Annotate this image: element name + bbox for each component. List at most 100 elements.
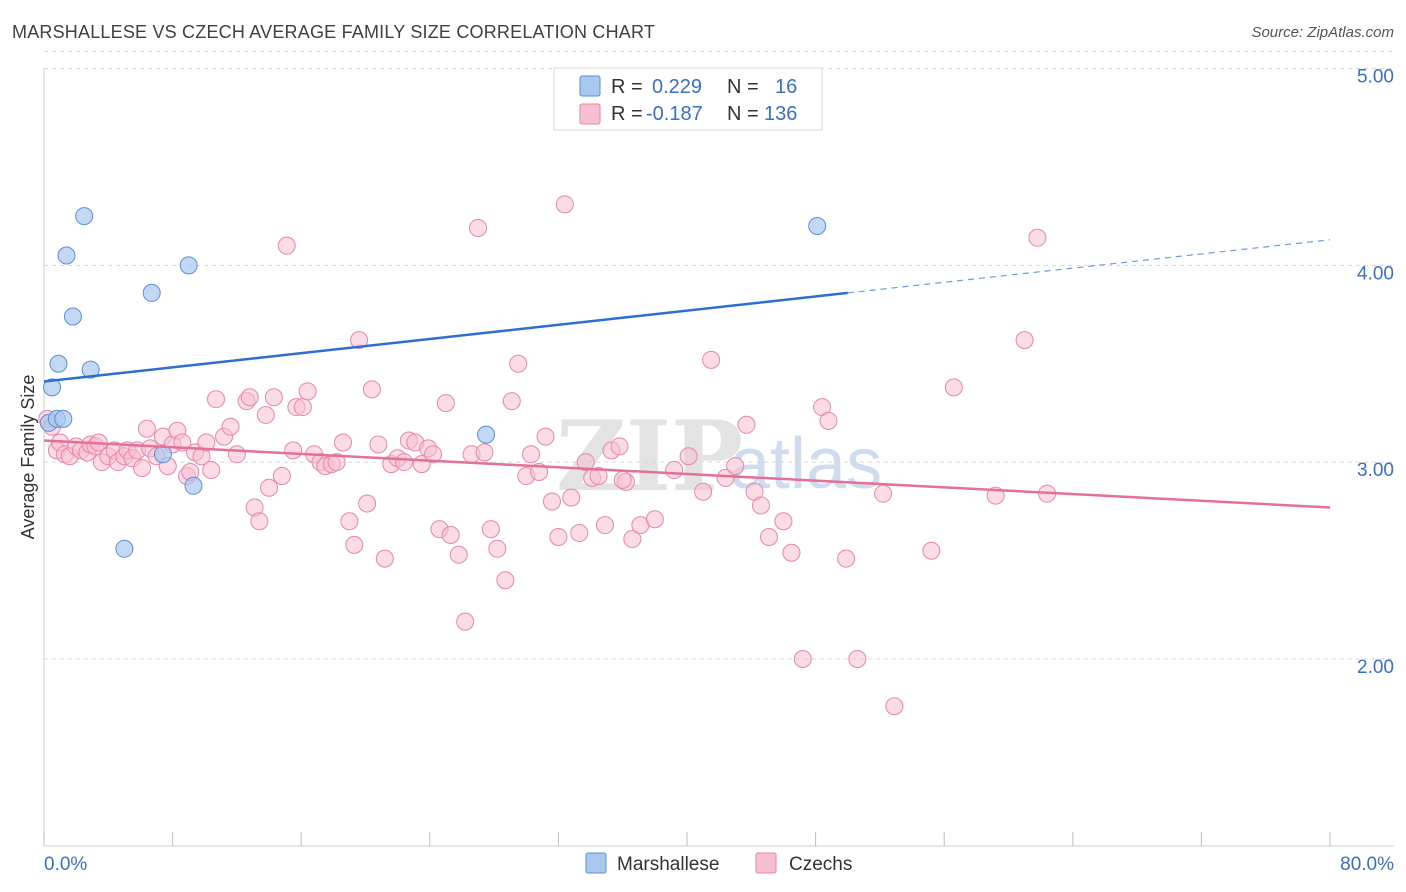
marshallese-trend-line (43, 291, 848, 383)
czech-point (509, 354, 528, 373)
trend-lines (43, 239, 1331, 509)
czech-point (589, 466, 608, 485)
czech-point (362, 380, 381, 399)
marshallese-trend-extension (847, 239, 1331, 294)
y-axis-tick-labels: 2.00 3.00 4.00 5.00 (1357, 67, 1394, 678)
marshallese-point (179, 256, 198, 275)
czech-point (1028, 228, 1047, 247)
marshallese-point (808, 216, 827, 235)
czech-point (327, 453, 346, 472)
czech-point (197, 433, 216, 452)
bottom-legend-label-czechs: Czechs (789, 854, 852, 875)
czech-point (260, 478, 279, 497)
czech-point (576, 453, 595, 472)
x-axis-ticks (43, 832, 1331, 846)
czech-point (694, 482, 713, 501)
marshallese-point (115, 539, 134, 558)
legend-r-label-2: R = (611, 103, 643, 125)
czech-point (227, 445, 246, 464)
legend-n-value-marshallese: 16 (775, 76, 797, 98)
marshallese-point (184, 476, 203, 495)
czech-point (277, 236, 296, 255)
czech-point (284, 441, 303, 460)
czech-point (645, 510, 664, 529)
czech-point (333, 433, 352, 452)
czech-point (837, 549, 856, 568)
czech-point (613, 470, 632, 489)
czech-point (298, 382, 317, 401)
legend-n-label-2: N = (727, 103, 759, 125)
czech-point (375, 549, 394, 568)
bottom-legend-swatch-czechs (755, 852, 777, 874)
marshallese-point (153, 445, 172, 464)
legend-n-value-czechs: 136 (764, 103, 797, 125)
czech-point (751, 496, 770, 515)
czech-point (774, 512, 793, 531)
czech-point (293, 398, 312, 417)
legend-stats: R = 0.229 N = 16 R = -0.187 N = 136 (553, 67, 823, 131)
czech-point (475, 443, 494, 462)
czech-point (885, 697, 904, 716)
czech-point (369, 435, 388, 454)
y-tick-label: 4.00 (1357, 263, 1394, 284)
czech-point (264, 388, 283, 407)
czech-point (596, 516, 615, 535)
czech-point (819, 411, 838, 430)
czech-point (848, 650, 867, 669)
czech-point (436, 394, 455, 413)
grid (44, 51, 1394, 660)
marshallese-point (49, 354, 68, 373)
czech-point (782, 543, 801, 562)
legend-swatch-czechs (579, 103, 601, 125)
czech-point (345, 535, 364, 554)
czech-point (488, 539, 507, 558)
czech-point (340, 512, 359, 531)
czech-point (793, 650, 812, 669)
legend-r-label-1: R = (611, 76, 643, 98)
bottom-legend-label-marshallese: Marshallese (617, 854, 719, 875)
czech-point (679, 447, 698, 466)
czech-point (759, 527, 778, 546)
marshallese-point (75, 207, 94, 226)
czech-point (874, 484, 893, 503)
legend-series: Marshallese Czechs (585, 852, 852, 875)
czech-point (555, 195, 574, 214)
czech-point (202, 461, 221, 480)
x-tick-label-max: 80.0% (1340, 854, 1394, 875)
czech-point (726, 457, 745, 476)
marshallese-point (57, 246, 76, 265)
czech-point (944, 378, 963, 397)
marshallese-point (142, 283, 161, 302)
czech-point (922, 541, 941, 560)
y-tick-label: 3.00 (1357, 460, 1394, 481)
czech-point (496, 571, 515, 590)
czech-point (240, 388, 259, 407)
czech-point (737, 415, 756, 434)
czech-point (665, 461, 684, 480)
czech-point (530, 463, 549, 482)
czech-point (358, 494, 377, 513)
czech-point (207, 390, 226, 409)
czech-point (502, 392, 521, 411)
x-tick-label-min: 0.0% (44, 854, 87, 875)
czech-point (562, 488, 581, 507)
czech-point (456, 612, 475, 631)
czech-point (250, 512, 269, 531)
czech-point (424, 445, 443, 464)
y-tick-label: 5.00 (1357, 67, 1394, 88)
czech-point (256, 405, 275, 424)
marshallese-points (39, 207, 827, 558)
marshallese-point (63, 307, 82, 326)
czech-point (441, 526, 460, 545)
chart-title: MARSHALLESE VS CZECH AVERAGE FAMILY SIZE… (12, 22, 656, 42)
czech-point (549, 527, 568, 546)
czech-point (536, 427, 555, 446)
legend-r-value-marshallese: 0.229 (652, 76, 702, 98)
marshallese-point (54, 409, 73, 428)
czech-point (395, 453, 414, 472)
y-tick-label: 2.00 (1357, 657, 1394, 678)
legend-n-label-1: N = (727, 76, 759, 98)
czech-point (610, 437, 629, 456)
czech-point (1015, 331, 1034, 350)
